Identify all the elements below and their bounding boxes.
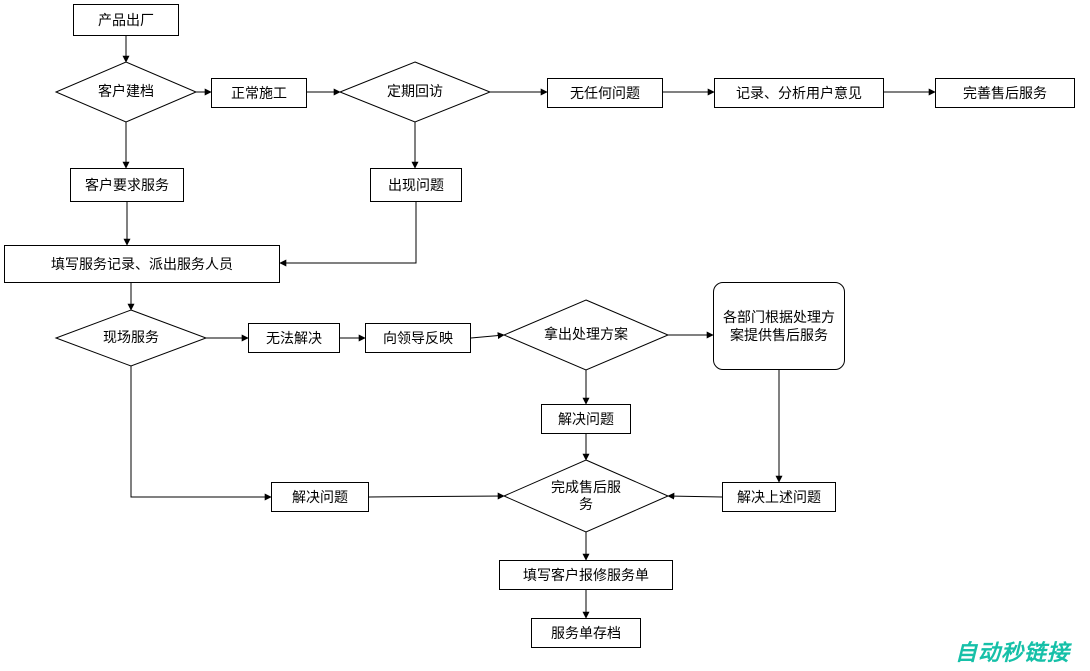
flow-node-n10: 填写服务记录、派出服务人员 [4, 245, 280, 283]
flow-node-n16: 解决问题 [541, 404, 631, 434]
flow-node-n5: 无任何问题 [547, 78, 663, 108]
flow-node-label: 拿出处理方案 [504, 300, 668, 370]
flow-node-n11: 现场服务 [56, 310, 206, 366]
flow-node-n20: 填写客户报修服务单 [499, 560, 673, 590]
flow-node-n8: 客户要求服务 [70, 168, 184, 202]
flow-node-n14: 拿出处理方案 [504, 300, 668, 370]
flow-node-n4: 定期回访 [340, 62, 490, 122]
flow-node-n6: 记录、分析用户意见 [714, 78, 884, 108]
flow-edge-9 [280, 202, 416, 263]
flow-edge-19 [131, 366, 271, 497]
flow-edge-18 [668, 496, 722, 497]
flow-node-n7: 完善售后服务 [935, 78, 1075, 108]
watermark-text: 自动秒链接 [955, 635, 1070, 667]
flow-node-n13: 向领导反映 [365, 323, 471, 353]
flow-node-label: 定期回访 [340, 62, 490, 122]
flow-edge-13 [471, 335, 504, 338]
flow-node-n21: 服务单存档 [531, 618, 641, 648]
flow-node-label: 完成售后服务 [504, 460, 668, 532]
flow-node-n12: 无法解决 [248, 323, 340, 353]
flow-node-n18: 解决问题 [271, 482, 369, 512]
flow-node-n1: 产品出厂 [73, 4, 179, 36]
flow-node-n9: 出现问题 [370, 168, 462, 202]
flow-node-n15: 各部门根据处理方案提供售后服务 [713, 282, 845, 370]
flow-node-label: 现场服务 [56, 310, 206, 366]
flow-edge-20 [369, 496, 504, 497]
flow-node-n2: 客户建档 [56, 62, 196, 122]
flow-node-n19: 解决上述问题 [722, 482, 836, 512]
flow-node-label: 客户建档 [56, 62, 196, 122]
flow-node-n3: 正常施工 [211, 78, 307, 108]
flow-node-n17: 完成售后服务 [504, 460, 668, 532]
